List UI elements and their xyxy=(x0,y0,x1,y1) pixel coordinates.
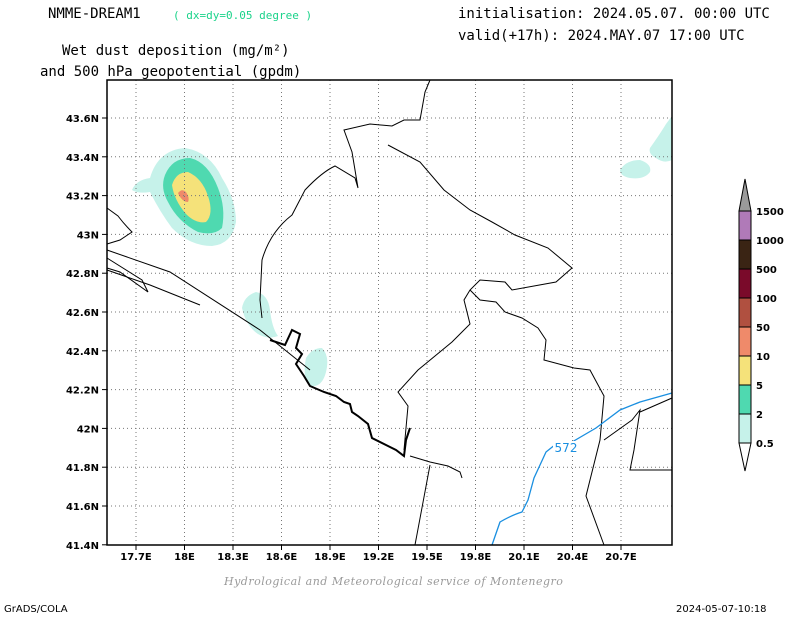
colorbar-level-label: 2 xyxy=(756,410,763,421)
dust-patch-ne-1 xyxy=(620,160,651,179)
plot-title-line1: Wet dust deposition (mg/m²) xyxy=(62,43,290,59)
footer-timestamp: 2024-05-07-10:18 xyxy=(676,604,767,615)
colorbar-level-label: 1000 xyxy=(756,236,784,247)
lat-tick-label: 41.6N xyxy=(66,502,99,513)
lat-tick-label: 43.4N xyxy=(66,153,99,164)
geopotential-contour-572 xyxy=(491,392,673,546)
lon-tick-label: 19.8E xyxy=(460,552,492,563)
colorbar-level-label: 0.5 xyxy=(756,439,774,450)
colorbar-level-label: 5 xyxy=(756,381,763,392)
colorbar-segment xyxy=(738,239,752,270)
lat-tick-label: 42.6N xyxy=(66,308,99,319)
lon-tick-label: 18.9E xyxy=(314,552,346,563)
dust-level-10 xyxy=(178,190,189,202)
dust-patch-coast-1 xyxy=(242,292,278,338)
model-name: NMME-DREAM1 xyxy=(48,6,141,22)
axis-ticks: 43.6N 43.4N 43.2N 43N 42.8N 42.6N 42.4N 42.2N 42… xyxy=(66,114,637,563)
lat-tick-label: 43.6N xyxy=(66,114,99,125)
lat-tick-label: 41.8N xyxy=(66,463,99,474)
contour-label: 572 xyxy=(555,441,578,455)
lon-tick-label: 18.6E xyxy=(266,552,298,563)
valid-time: valid(+17h): 2024.MAY.07 17:00 UTC xyxy=(458,28,745,44)
contour-label-bg xyxy=(553,441,580,455)
lat-tick-label: 43N xyxy=(77,230,99,241)
lon-tick-label: 20.1E xyxy=(508,552,540,563)
footer-software: GrADS/COLA xyxy=(4,604,68,615)
dust-patch-coast-2 xyxy=(304,348,328,387)
colorbar-segment xyxy=(738,210,752,241)
colorbar-segment xyxy=(738,384,752,415)
lat-tick-label: 42N xyxy=(77,424,99,435)
lon-tick-label: 19.2E xyxy=(363,552,395,563)
lon-tick-label: 19.5E xyxy=(411,552,443,563)
dust-level-5 xyxy=(172,172,211,223)
colorbar-level-label: 50 xyxy=(756,323,770,334)
colorbar-level-label: 100 xyxy=(756,294,777,305)
colorbar-segment xyxy=(738,326,752,357)
colorbar-level-label: 500 xyxy=(756,265,777,276)
colorbar-level-label: 10 xyxy=(756,352,770,363)
colorbar-segment xyxy=(738,355,752,386)
lat-tick-label: 41.4N xyxy=(66,541,99,552)
lat-tick-label: 42.8N xyxy=(66,269,99,280)
lon-tick-label: 20.7E xyxy=(605,552,637,563)
plot-title-line2: and 500 hPa geopotential (gpdm) xyxy=(40,64,302,80)
init-time: initialisation: 2024.05.07. 00:00 UTC xyxy=(458,6,770,22)
colorbar-legend: 1500 1000 500 100 50 10 5 2 0.5 xyxy=(738,178,784,472)
lon-tick-label: 17.7E xyxy=(120,552,152,563)
lon-tick-label: 18.3E xyxy=(217,552,249,563)
credit-line: Hydrological and Meteorological service … xyxy=(224,575,564,588)
lon-tick-label: 18E xyxy=(174,552,195,563)
lon-tick-label: 20.4E xyxy=(557,552,589,563)
colorbar-level-label: 1500 xyxy=(756,207,784,218)
country-borders xyxy=(106,79,673,546)
lat-tick-label: 43.2N xyxy=(66,192,99,203)
colorbar-bottom-arrow xyxy=(738,442,752,472)
lat-tick-label: 42.2N xyxy=(66,386,99,397)
resolution-note: ( dx=dy=0.05 degree ) xyxy=(173,9,313,22)
colorbar-segment xyxy=(738,297,752,328)
colorbar-segment xyxy=(738,413,752,444)
coastline xyxy=(269,328,411,458)
dust-patch-ne-2 xyxy=(649,116,672,162)
colorbar-segment xyxy=(738,268,752,299)
lat-tick-label: 42.4N xyxy=(66,347,99,358)
colorbar-top-arrow xyxy=(738,178,752,212)
